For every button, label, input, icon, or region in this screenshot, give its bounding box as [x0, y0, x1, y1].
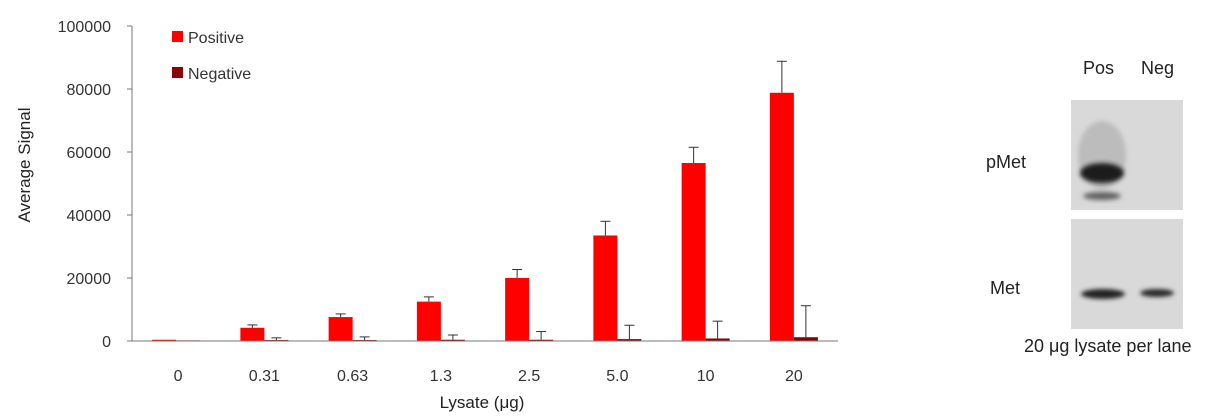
row-label-pmet: pMet: [986, 152, 1027, 172]
blot-panel-pmet: [1071, 100, 1183, 210]
lane-label-pos: Pos: [1083, 58, 1115, 78]
y-axis-ticks: 0 20000 40000 60000 80000 100000: [58, 19, 132, 351]
legend: Positive Negative: [172, 30, 251, 83]
bar-positive: [240, 327, 265, 341]
blot-panel-met: [1071, 219, 1183, 329]
bar-chart: 0 20000 40000 60000 80000 100000 0 0.31 0.63 1.3…: [15, 19, 838, 412]
y-tick-label: 60000: [67, 145, 112, 162]
bar-negative: [529, 339, 554, 341]
blot-bands-pmet: [1078, 121, 1126, 200]
western-blot-figure: Pos Neg pMet Met 20 μg lysate per lane: [960, 40, 1220, 400]
legend-label-positive: Positive: [188, 30, 244, 47]
x-tick-label: 0.63: [337, 368, 368, 385]
bar-positive: [505, 278, 530, 341]
bar-negative: [793, 337, 818, 341]
y-tick-label: 80000: [67, 82, 112, 99]
bar-positive: [769, 92, 794, 341]
y-tick-label: 100000: [58, 19, 111, 36]
x-axis-title: Lysate (μg): [440, 393, 525, 412]
bar-positive: [328, 317, 353, 341]
bar-negative: [705, 338, 730, 341]
x-tick-label: 0: [174, 368, 183, 385]
band-pmet-pos-lower: [1083, 192, 1121, 200]
band-met-neg: [1140, 289, 1174, 297]
row-label-met: Met: [990, 278, 1021, 298]
blot-bands-met: [1081, 289, 1174, 299]
y-tick-label: 0: [102, 334, 111, 351]
bar-positive: [681, 163, 706, 341]
bar-negative: [617, 339, 642, 341]
y-axis-title: Average Signal: [15, 108, 34, 223]
y-tick-label: 20000: [67, 271, 112, 288]
band-pmet-pos-main: [1080, 163, 1124, 183]
bar-positive: [416, 301, 441, 341]
bars: [152, 60, 818, 341]
x-axis-ticks: 0 0.31 0.63 1.3 2.5 5.0 10 20: [174, 368, 803, 385]
bar-negative: [440, 339, 465, 341]
x-tick-label: 20: [785, 368, 803, 385]
band-met-pos: [1081, 289, 1125, 299]
x-tick-label: 0.31: [249, 368, 280, 385]
x-tick-label: 1.3: [430, 368, 452, 385]
legend-swatch-negative: [172, 67, 183, 78]
x-tick-label: 10: [697, 368, 715, 385]
y-tick-label: 40000: [67, 208, 112, 225]
blot-caption: 20 μg lysate per lane: [1024, 336, 1192, 356]
legend-label-negative: Negative: [188, 66, 251, 83]
x-tick-label: 2.5: [518, 368, 540, 385]
bar-positive: [593, 235, 618, 341]
legend-swatch-positive: [172, 31, 183, 42]
bar-positive: [152, 339, 177, 341]
x-tick-label: 5.0: [606, 368, 628, 385]
lane-label-neg: Neg: [1141, 58, 1175, 78]
